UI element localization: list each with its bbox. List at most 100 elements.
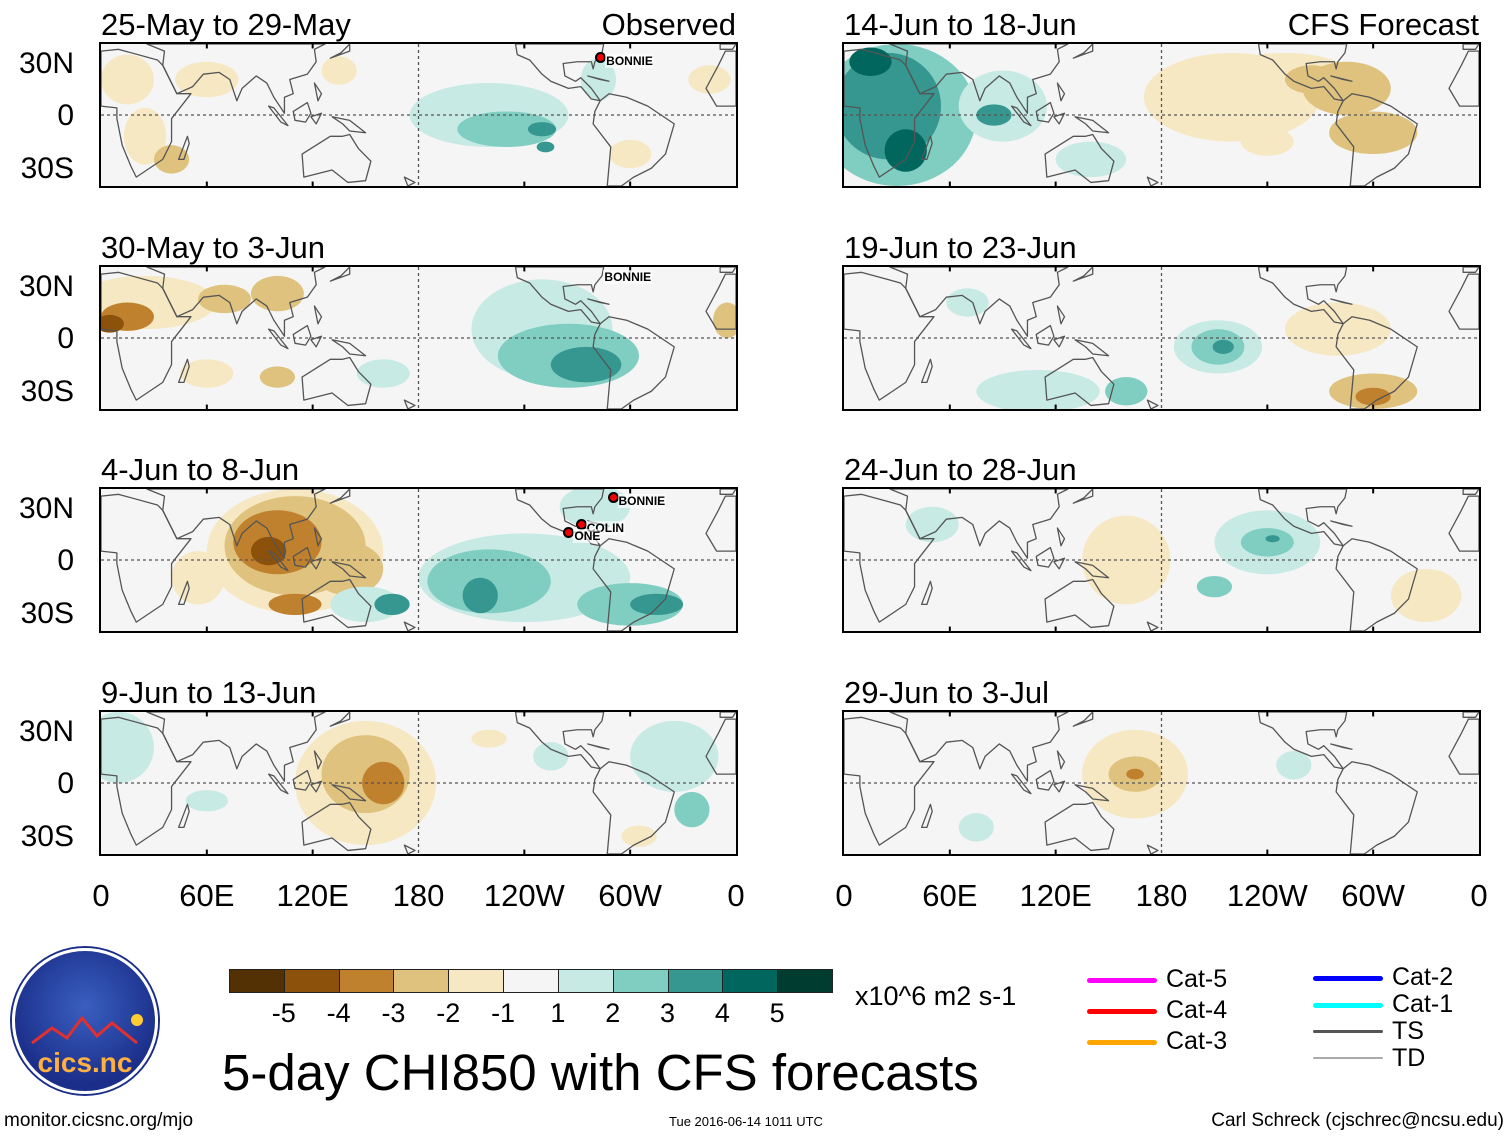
anomaly-contour [884, 129, 927, 172]
coastline [269, 329, 288, 349]
coastline [1147, 622, 1158, 631]
anomaly-contour [1284, 302, 1391, 356]
coastline [1073, 267, 1092, 281]
legend-line [1313, 976, 1383, 981]
y-axis-label: 30N [18, 492, 74, 525]
coastline [332, 340, 366, 356]
coastline [720, 44, 736, 49]
anomaly-contour [621, 825, 657, 847]
x-axis-label: 120E [276, 878, 349, 913]
y-axis-label: 30N [18, 47, 74, 80]
coastline [314, 83, 321, 101]
colorbar-label: 1 [550, 998, 566, 1028]
coastline [404, 400, 415, 409]
colorbar-swatch [503, 969, 559, 993]
coastline [1331, 744, 1352, 749]
x-axis-label: 60E [922, 878, 978, 913]
coastline [516, 712, 604, 769]
legend-label: TD [1392, 1044, 1426, 1072]
coastline [179, 359, 190, 382]
panel-title: 9-Jun to 13-Jun [101, 675, 317, 710]
coastline [332, 785, 366, 801]
anomaly-contour [527, 122, 557, 137]
coastline [330, 267, 349, 281]
anomaly-contour [674, 791, 710, 828]
coastline [1073, 712, 1092, 726]
colorbar-label: -3 [381, 998, 406, 1028]
coastline [302, 580, 371, 628]
coastline [1463, 44, 1479, 49]
footer-url: monitor.cicsnc.org/mjo [4, 1110, 194, 1131]
legend-label: Cat-5 [1166, 965, 1228, 993]
coastline [890, 489, 1068, 558]
coastline [314, 306, 321, 324]
coastline [1336, 539, 1417, 631]
coastline [332, 562, 366, 578]
storm-label: BONNIE [617, 493, 667, 508]
anomaly-contour [471, 729, 507, 748]
x-axis-label: 180 [1135, 878, 1188, 913]
coastline [1449, 51, 1479, 106]
legend-line [1087, 1040, 1157, 1045]
coastline [588, 744, 609, 749]
anomaly-contour [101, 314, 124, 333]
legend-label: Cat-1 [1392, 990, 1454, 1018]
y-axis-label: 30S [20, 820, 74, 853]
coastline [593, 94, 674, 186]
anomaly-contour [577, 583, 684, 626]
panel-title: 4-Jun to 8-Jun [101, 452, 300, 487]
panel-title: 30-May to 3-Jun [101, 230, 325, 265]
anomaly-contour [180, 359, 234, 388]
x-axis-label: 60W [598, 878, 663, 913]
coastline [1054, 781, 1065, 792]
coastline [593, 539, 674, 631]
colorbar-label: -4 [326, 998, 351, 1028]
colorbar-label: 2 [605, 998, 621, 1028]
colorbar-swatch [777, 969, 833, 993]
coastline [1463, 712, 1479, 717]
legend-line [1313, 1057, 1383, 1059]
coastline [1336, 762, 1417, 854]
coastline [890, 267, 1068, 336]
colorbar-swatch [393, 969, 450, 993]
anomaly-contour [1212, 339, 1234, 354]
colorbar-swatch [722, 969, 779, 993]
anomaly-contour [101, 712, 154, 783]
coastline [844, 717, 934, 845]
coastline [1259, 267, 1347, 324]
coastline [311, 781, 322, 792]
anomaly-contour [905, 506, 959, 543]
coastline [922, 136, 933, 159]
colorbar-units: x10^6 m2 s-1 [855, 981, 1017, 1011]
coastline [706, 51, 736, 106]
anomaly-contour [185, 790, 228, 812]
coastline [293, 326, 311, 346]
storm-label: BONNIE [603, 270, 653, 285]
coastline [1449, 719, 1479, 774]
map-panel: BONNIE [99, 42, 738, 188]
coastline [404, 845, 415, 854]
x-axis-label: 0 [727, 878, 745, 913]
coastline [706, 719, 736, 774]
coastline [1336, 94, 1417, 186]
coastline [311, 113, 322, 124]
coastline [293, 771, 311, 791]
anomaly-contour [462, 577, 498, 614]
anomaly-contour [101, 54, 154, 105]
coastline [922, 804, 933, 827]
coastline [101, 494, 191, 622]
anomaly-contour [171, 551, 225, 605]
panel-title: 14-Jun to 18-Jun [844, 7, 1077, 42]
colorbar-swatch [283, 969, 340, 993]
y-axis-label: 30S [20, 375, 74, 408]
coastline [1012, 774, 1031, 794]
colorbar-label: 4 [714, 998, 730, 1028]
anomaly-contour [1390, 568, 1462, 623]
coastline [147, 489, 325, 558]
anomaly-contour [1265, 535, 1280, 543]
coastline [1054, 558, 1065, 569]
coastline [269, 106, 288, 126]
coastline [593, 762, 674, 854]
panel-title: 29-Jun to 3-Jul [844, 675, 1050, 710]
coastline [179, 136, 190, 159]
